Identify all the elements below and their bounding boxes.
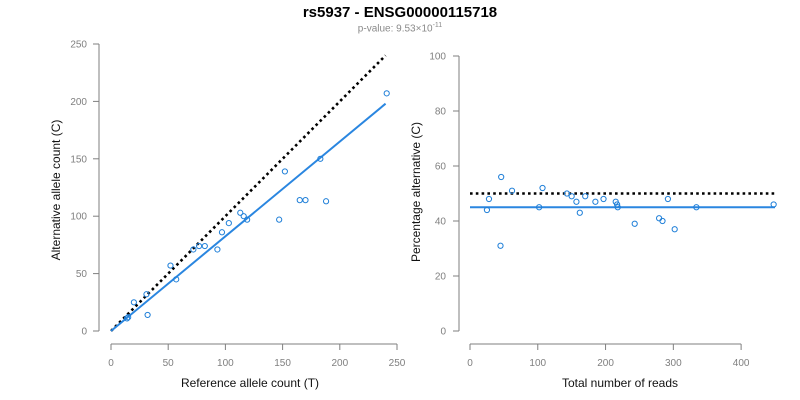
data-point bbox=[143, 291, 150, 298]
data-point bbox=[573, 198, 580, 205]
y-tick-label: 60 bbox=[435, 162, 447, 173]
data-point bbox=[317, 155, 324, 162]
x-tick-label: 100 bbox=[217, 358, 234, 369]
y-axis-label: Percentage alternative (C) bbox=[409, 122, 423, 262]
y-tick-label: 100 bbox=[429, 52, 446, 63]
data-point bbox=[123, 315, 131, 322]
x-tick-label: 150 bbox=[274, 358, 291, 369]
data-point bbox=[322, 198, 330, 205]
data-point bbox=[497, 242, 504, 249]
y-tick-label: 40 bbox=[435, 217, 447, 228]
x-tick-label: 100 bbox=[529, 358, 546, 369]
data-point bbox=[671, 226, 678, 233]
data-point bbox=[485, 195, 493, 203]
data-point bbox=[218, 229, 226, 236]
data-point bbox=[144, 311, 151, 319]
data-point bbox=[536, 204, 543, 211]
reference-line bbox=[110, 54, 387, 332]
data-point bbox=[214, 246, 221, 253]
x-tick-label: 0 bbox=[467, 358, 473, 369]
p-value-exponent: -11 bbox=[432, 22, 443, 29]
data-point bbox=[664, 195, 672, 203]
y-axis-label: Alternative allele count (C) bbox=[49, 120, 63, 261]
x-tick-label: 200 bbox=[331, 358, 348, 369]
y-tick-label: 80 bbox=[435, 107, 447, 118]
data-point bbox=[563, 190, 571, 197]
data-point bbox=[613, 201, 621, 208]
x-tick-label: 50 bbox=[163, 358, 175, 369]
x-tick-label: 0 bbox=[108, 358, 114, 369]
data-point bbox=[600, 195, 607, 203]
data-point bbox=[201, 242, 208, 250]
data-point bbox=[568, 193, 575, 200]
data-point bbox=[770, 201, 777, 208]
panel-2: 0 100 200 300 400 0 20 40 60 80 100 Total number of… bbox=[409, 52, 777, 390]
panel-1: 0 50 100 150 200 250 0 50 100 150 200 250 Reference … bbox=[49, 40, 406, 391]
data-point bbox=[659, 217, 666, 225]
x-tick-label: 250 bbox=[389, 358, 406, 369]
data-point bbox=[483, 206, 491, 214]
chart-title: rs5937 - ENSG00000115718 bbox=[302, 4, 498, 21]
data-point bbox=[576, 209, 583, 216]
chart-subtitle: p-value: 9.53×10-11 bbox=[0, 22, 800, 34]
data-point bbox=[582, 193, 589, 200]
x-tick-label: 200 bbox=[597, 358, 614, 369]
data-point bbox=[195, 242, 203, 250]
data-point bbox=[125, 314, 132, 321]
y-tick-label: 50 bbox=[76, 269, 88, 280]
data-point bbox=[539, 184, 546, 192]
data-point bbox=[302, 197, 309, 204]
data-point bbox=[225, 219, 232, 227]
data-point bbox=[173, 276, 180, 283]
data-point bbox=[130, 299, 137, 306]
data-point bbox=[498, 173, 505, 181]
y-tick-label: 0 bbox=[81, 327, 87, 338]
y-tick-label: 150 bbox=[70, 154, 87, 165]
data-point bbox=[276, 216, 283, 223]
x-axis-label: Reference allele count (T) bbox=[181, 376, 319, 390]
data-point bbox=[383, 90, 390, 97]
chart-header: rs5937 - ENSG00000115718 p-value: 9.53×1… bbox=[0, 4, 800, 34]
data-point bbox=[614, 204, 621, 211]
data-point bbox=[508, 187, 516, 194]
x-axis-label: Total number of reads bbox=[562, 376, 678, 390]
data-point bbox=[167, 262, 174, 269]
data-point bbox=[237, 209, 244, 216]
y-tick-label: 0 bbox=[440, 327, 446, 338]
x-tick-label: 300 bbox=[665, 358, 682, 369]
data-point bbox=[281, 168, 288, 175]
data-point bbox=[631, 220, 638, 227]
data-point bbox=[240, 213, 247, 220]
x-tick-label: 400 bbox=[733, 358, 750, 369]
y-tick-label: 250 bbox=[70, 40, 87, 51]
data-point bbox=[190, 246, 197, 253]
data-point bbox=[296, 197, 303, 204]
data-point bbox=[656, 215, 663, 222]
data-point bbox=[693, 204, 700, 211]
y-tick-label: 20 bbox=[435, 272, 447, 283]
p-value-text: p-value: 9.53×10 bbox=[357, 23, 433, 35]
y-tick-label: 100 bbox=[70, 212, 87, 223]
data-point bbox=[592, 198, 599, 205]
data-point bbox=[244, 216, 251, 223]
y-tick-label: 200 bbox=[70, 97, 87, 108]
